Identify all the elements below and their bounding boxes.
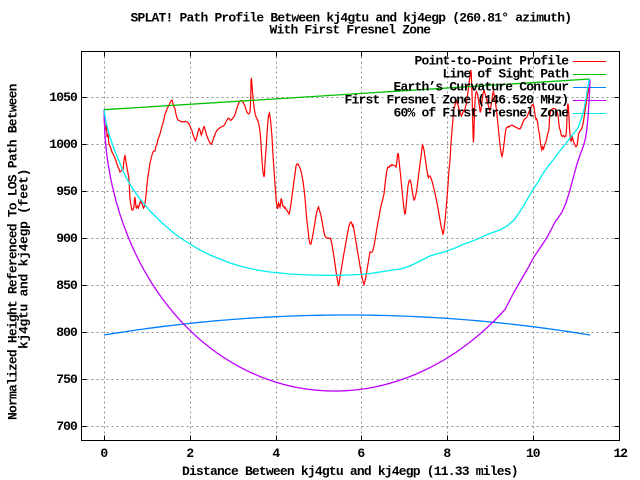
svg-text:950: 950	[56, 184, 78, 199]
svg-text:With First Fresnel Zone: With First Fresnel Zone	[270, 22, 432, 37]
svg-text:800: 800	[56, 325, 78, 340]
svg-text:Line of Sight Path: Line of Sight Path	[443, 67, 570, 82]
svg-text:750: 750	[56, 372, 78, 387]
svg-text:1000: 1000	[49, 137, 78, 152]
svg-text:First Fresnel Zone (146.520 MH: First Fresnel Zone (146.520 MHz)	[345, 93, 569, 108]
svg-text:900: 900	[56, 231, 78, 246]
svg-text:2: 2	[186, 446, 194, 461]
svg-text:SPLAT! Path Profile Between kj: SPLAT! Path Profile Between kj4gtu and k…	[131, 10, 572, 25]
svg-text:Point-to-Point Profile: Point-to-Point Profile	[415, 54, 570, 69]
svg-text:10: 10	[526, 446, 541, 461]
svg-text:Earth’s Curvature Contour: Earth’s Curvature Contour	[394, 80, 569, 95]
svg-text:Distance Between kj4gtu and kj: Distance Between kj4gtu and kj4egp (11.3…	[182, 464, 518, 479]
svg-text:8: 8	[443, 446, 451, 461]
svg-text:0: 0	[100, 446, 108, 461]
svg-text:850: 850	[56, 278, 78, 293]
svg-text:1050: 1050	[49, 90, 78, 105]
svg-text:60% of First Fresnel Zone: 60% of First Fresnel Zone	[394, 106, 570, 121]
svg-text:Normalized Height Referenced T: Normalized Height Referenced To LOS Path…	[6, 83, 21, 420]
svg-text:4: 4	[272, 446, 280, 461]
svg-text:700: 700	[56, 419, 78, 434]
svg-text:12: 12	[614, 446, 629, 461]
svg-text:kj4gtu and kj4egp (feet): kj4gtu and kj4egp (feet)	[17, 169, 32, 349]
svg-text:6: 6	[357, 446, 365, 461]
